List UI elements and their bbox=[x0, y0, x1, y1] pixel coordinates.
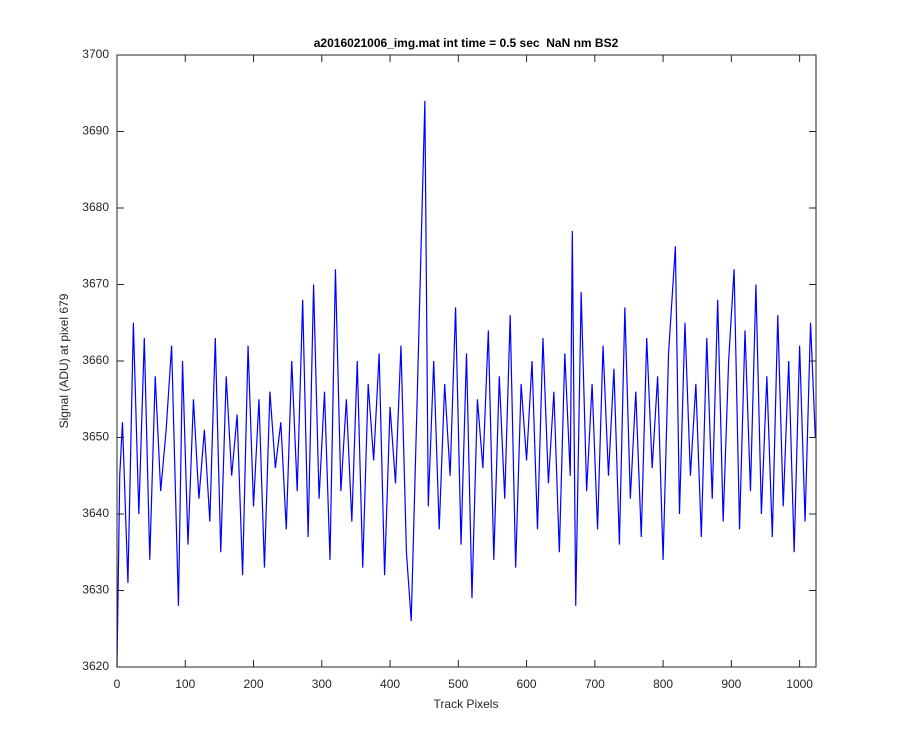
y-axis-label: Signal (ADU) at pixel 679 bbox=[57, 293, 71, 428]
y-tick-label: 3620 bbox=[82, 659, 109, 673]
x-tick-label: 600 bbox=[517, 677, 537, 691]
y-tick-label: 3680 bbox=[82, 200, 109, 214]
x-tick-label: 100 bbox=[175, 677, 195, 691]
x-tick-label: 400 bbox=[380, 677, 400, 691]
y-tick-label: 3630 bbox=[82, 583, 109, 597]
y-tick-label: 3660 bbox=[82, 353, 109, 367]
y-tick-label: 3650 bbox=[82, 430, 109, 444]
x-axis-label: Track Pixels bbox=[434, 697, 499, 711]
x-tick-label: 200 bbox=[244, 677, 264, 691]
x-tick-label: 300 bbox=[312, 677, 332, 691]
chart-title: a2016021006_img.mat int time = 0.5 sec N… bbox=[314, 36, 619, 50]
x-tick-label: 0 bbox=[114, 677, 121, 691]
x-tick-label: 500 bbox=[448, 677, 468, 691]
y-tick-label: 3640 bbox=[82, 506, 109, 520]
y-tick-label: 3690 bbox=[82, 124, 109, 138]
x-tick-label: 800 bbox=[653, 677, 673, 691]
x-tick-label: 700 bbox=[585, 677, 605, 691]
data-line bbox=[116, 100, 816, 668]
x-tick-label: 1000 bbox=[786, 677, 813, 691]
y-tick-label: 3670 bbox=[82, 277, 109, 291]
y-tick-label: 3700 bbox=[82, 47, 109, 61]
x-tick-label: 900 bbox=[721, 677, 741, 691]
